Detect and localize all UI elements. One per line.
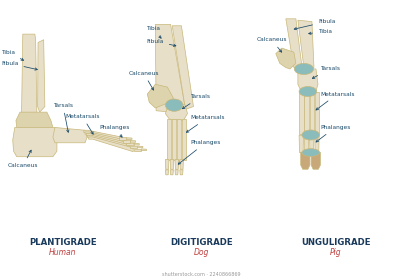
Text: Metatarsals: Metatarsals — [187, 115, 225, 132]
Ellipse shape — [294, 63, 314, 74]
Polygon shape — [130, 146, 137, 148]
Polygon shape — [89, 137, 133, 152]
Polygon shape — [147, 84, 173, 108]
Polygon shape — [177, 119, 181, 160]
Polygon shape — [155, 24, 185, 112]
Polygon shape — [298, 69, 318, 91]
Polygon shape — [301, 152, 310, 169]
Text: Tibia: Tibia — [1, 50, 24, 60]
Text: Tibia: Tibia — [146, 26, 161, 38]
Text: PLANTIGRADE: PLANTIGRADE — [29, 238, 97, 247]
Polygon shape — [84, 130, 120, 141]
Text: Tarsals: Tarsals — [312, 66, 340, 78]
Text: Metatarsals: Metatarsals — [316, 92, 355, 110]
Polygon shape — [131, 141, 136, 142]
Polygon shape — [85, 132, 123, 143]
Text: Tarsals: Tarsals — [53, 103, 73, 132]
Polygon shape — [53, 127, 87, 143]
Polygon shape — [141, 149, 146, 151]
Text: shutterstock.com · 2240866869: shutterstock.com · 2240866869 — [162, 272, 241, 277]
Text: Calcaneus: Calcaneus — [8, 150, 38, 168]
Text: Metatarsals: Metatarsals — [65, 114, 100, 134]
Text: Phalanges: Phalanges — [316, 125, 350, 142]
Text: Calcaneus: Calcaneus — [129, 71, 159, 90]
Ellipse shape — [302, 149, 320, 157]
Text: UNGULIGRADE: UNGULIGRADE — [301, 238, 371, 247]
Polygon shape — [123, 140, 130, 143]
Polygon shape — [276, 48, 296, 69]
Polygon shape — [286, 19, 302, 67]
Polygon shape — [175, 170, 178, 175]
Polygon shape — [22, 34, 37, 118]
Polygon shape — [16, 112, 53, 127]
Text: Human: Human — [49, 248, 77, 257]
Text: Fibula: Fibula — [1, 61, 37, 70]
Polygon shape — [175, 160, 179, 169]
Text: Phalanges: Phalanges — [99, 125, 129, 137]
Polygon shape — [134, 143, 139, 145]
Polygon shape — [165, 102, 187, 120]
Text: Dog: Dog — [194, 248, 209, 257]
Polygon shape — [165, 170, 168, 175]
Ellipse shape — [302, 130, 320, 140]
Polygon shape — [127, 138, 132, 139]
Polygon shape — [304, 92, 309, 134]
Polygon shape — [172, 26, 193, 109]
Polygon shape — [315, 135, 319, 153]
Polygon shape — [180, 160, 183, 169]
Text: Phalanges: Phalanges — [178, 140, 220, 164]
Polygon shape — [311, 152, 320, 169]
Text: DIGITIGRADE: DIGITIGRADE — [170, 238, 233, 247]
Polygon shape — [310, 92, 314, 134]
Polygon shape — [86, 134, 127, 146]
Polygon shape — [170, 160, 174, 169]
Polygon shape — [182, 119, 186, 160]
Text: Fibula: Fibula — [294, 19, 335, 30]
Polygon shape — [138, 146, 143, 148]
Text: Pig: Pig — [330, 248, 342, 257]
Polygon shape — [119, 137, 127, 140]
Polygon shape — [13, 127, 57, 157]
Polygon shape — [310, 135, 314, 153]
Ellipse shape — [299, 87, 317, 97]
Polygon shape — [134, 149, 141, 151]
Text: Tibia: Tibia — [309, 29, 332, 34]
Polygon shape — [304, 135, 309, 153]
Polygon shape — [127, 143, 134, 145]
Polygon shape — [299, 92, 303, 134]
Text: Tarsals: Tarsals — [183, 94, 210, 109]
Polygon shape — [315, 92, 319, 134]
Ellipse shape — [165, 99, 183, 111]
Polygon shape — [298, 20, 314, 67]
Polygon shape — [165, 160, 169, 169]
Polygon shape — [170, 170, 173, 175]
Text: Calcaneus: Calcaneus — [257, 37, 287, 52]
Polygon shape — [172, 119, 176, 160]
Polygon shape — [37, 40, 45, 112]
Polygon shape — [299, 135, 303, 153]
Polygon shape — [87, 135, 130, 149]
Text: Fibula: Fibula — [146, 39, 176, 46]
Polygon shape — [167, 119, 171, 160]
Polygon shape — [180, 170, 183, 175]
